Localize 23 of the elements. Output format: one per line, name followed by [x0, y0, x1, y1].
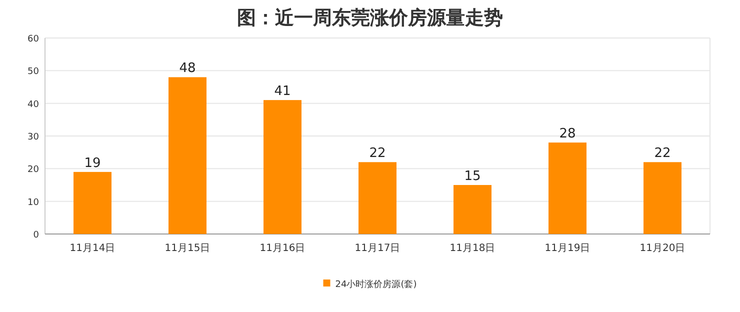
data-label: 48 — [179, 61, 196, 76]
data-label: 28 — [559, 126, 576, 142]
data-label: 15 — [464, 169, 481, 184]
ytick: 10 — [28, 198, 39, 208]
ytick: 60 — [28, 34, 39, 44]
xtick: 11月16日 — [260, 243, 306, 254]
data-label: 22 — [369, 146, 386, 162]
data-label: 19 — [84, 156, 101, 171]
ytick: 50 — [28, 67, 39, 78]
xtick: 11月20日 — [640, 243, 686, 254]
data-label: 41 — [274, 84, 291, 100]
legend-text: 24小时涨价房源(套) — [335, 280, 417, 290]
ytick: 0 — [33, 230, 39, 240]
xtick: 11月14日 — [70, 243, 116, 254]
xtick: 11月17日 — [354, 243, 400, 254]
ytick: 40 — [28, 100, 39, 110]
xtick: 11月15日 — [164, 243, 210, 254]
ytick: 30 — [28, 132, 39, 142]
title: 图：近一周东莞涨价房源量走势 — [237, 7, 503, 29]
xtick: 11月18日 — [450, 243, 496, 254]
ytick: 20 — [28, 165, 39, 176]
xtick: 11月19日 — [544, 243, 590, 254]
data-label: 22 — [654, 146, 671, 162]
